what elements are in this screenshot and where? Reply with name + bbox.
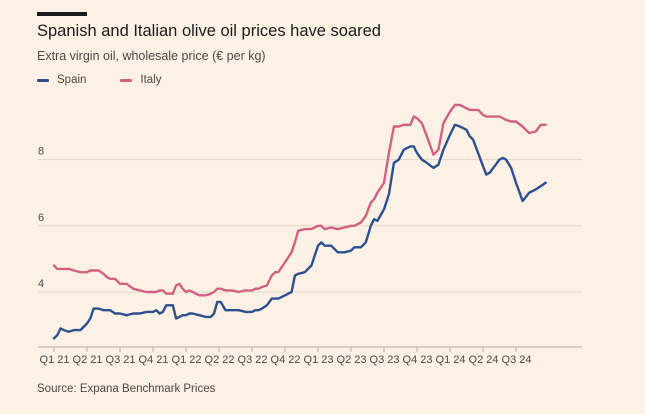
x-tick-label: Q3 24	[502, 354, 532, 366]
y-tick-label: 8	[38, 146, 44, 158]
x-tick-label: Q3 21	[106, 354, 136, 366]
header-rule	[37, 12, 87, 16]
x-tick-label: Q4 23	[403, 354, 433, 366]
x-tick-label: Q1 21	[40, 354, 70, 366]
legend-item-spain: Spain	[37, 74, 86, 86]
x-tick-label: Q3 22	[238, 354, 268, 366]
x-tick-label: Q1 22	[172, 354, 202, 366]
x-tick-label: Q1 24	[436, 354, 466, 366]
x-tick-label: Q2 24	[469, 354, 499, 366]
legend-item-italy: Italy	[120, 74, 162, 86]
x-tick-label: Q2 23	[337, 354, 367, 366]
x-tick-label: Q4 22	[271, 354, 301, 366]
series-line-italy	[52, 103, 547, 297]
legend-label-italy: Italy	[140, 74, 162, 86]
series-lines	[52, 103, 547, 340]
y-tick-label: 6	[38, 212, 44, 224]
legend-swatch-spain	[37, 78, 49, 82]
x-tick-label: Q1 23	[304, 354, 334, 366]
y-axis-tick-labels: 4 6 8	[38, 146, 44, 290]
gridlines	[38, 159, 582, 293]
chart-source: Source: Expana Benchmark Prices	[37, 383, 216, 395]
x-tick-label: Q4 21	[139, 354, 169, 366]
x-tick-label: Q2 21	[73, 354, 103, 366]
x-tick-label: Q3 23	[370, 354, 400, 366]
chart-title: Spanish and Italian olive oil prices hav…	[37, 22, 381, 40]
x-axis-tick-labels: Q1 21 Q2 21 Q3 21 Q4 21 Q1 22 Q2 22 Q3 22 Q4 22…	[40, 347, 532, 366]
legend: Spain Italy	[37, 74, 162, 86]
y-tick-label: 4	[38, 278, 44, 290]
legend-label-spain: Spain	[57, 74, 87, 86]
chart-subtitle: Extra virgin oil, wholesale price (€ per…	[37, 49, 266, 63]
legend-swatch-italy	[120, 78, 133, 82]
series-line-spain	[52, 123, 547, 340]
x-tick-label: Q2 22	[205, 354, 235, 366]
